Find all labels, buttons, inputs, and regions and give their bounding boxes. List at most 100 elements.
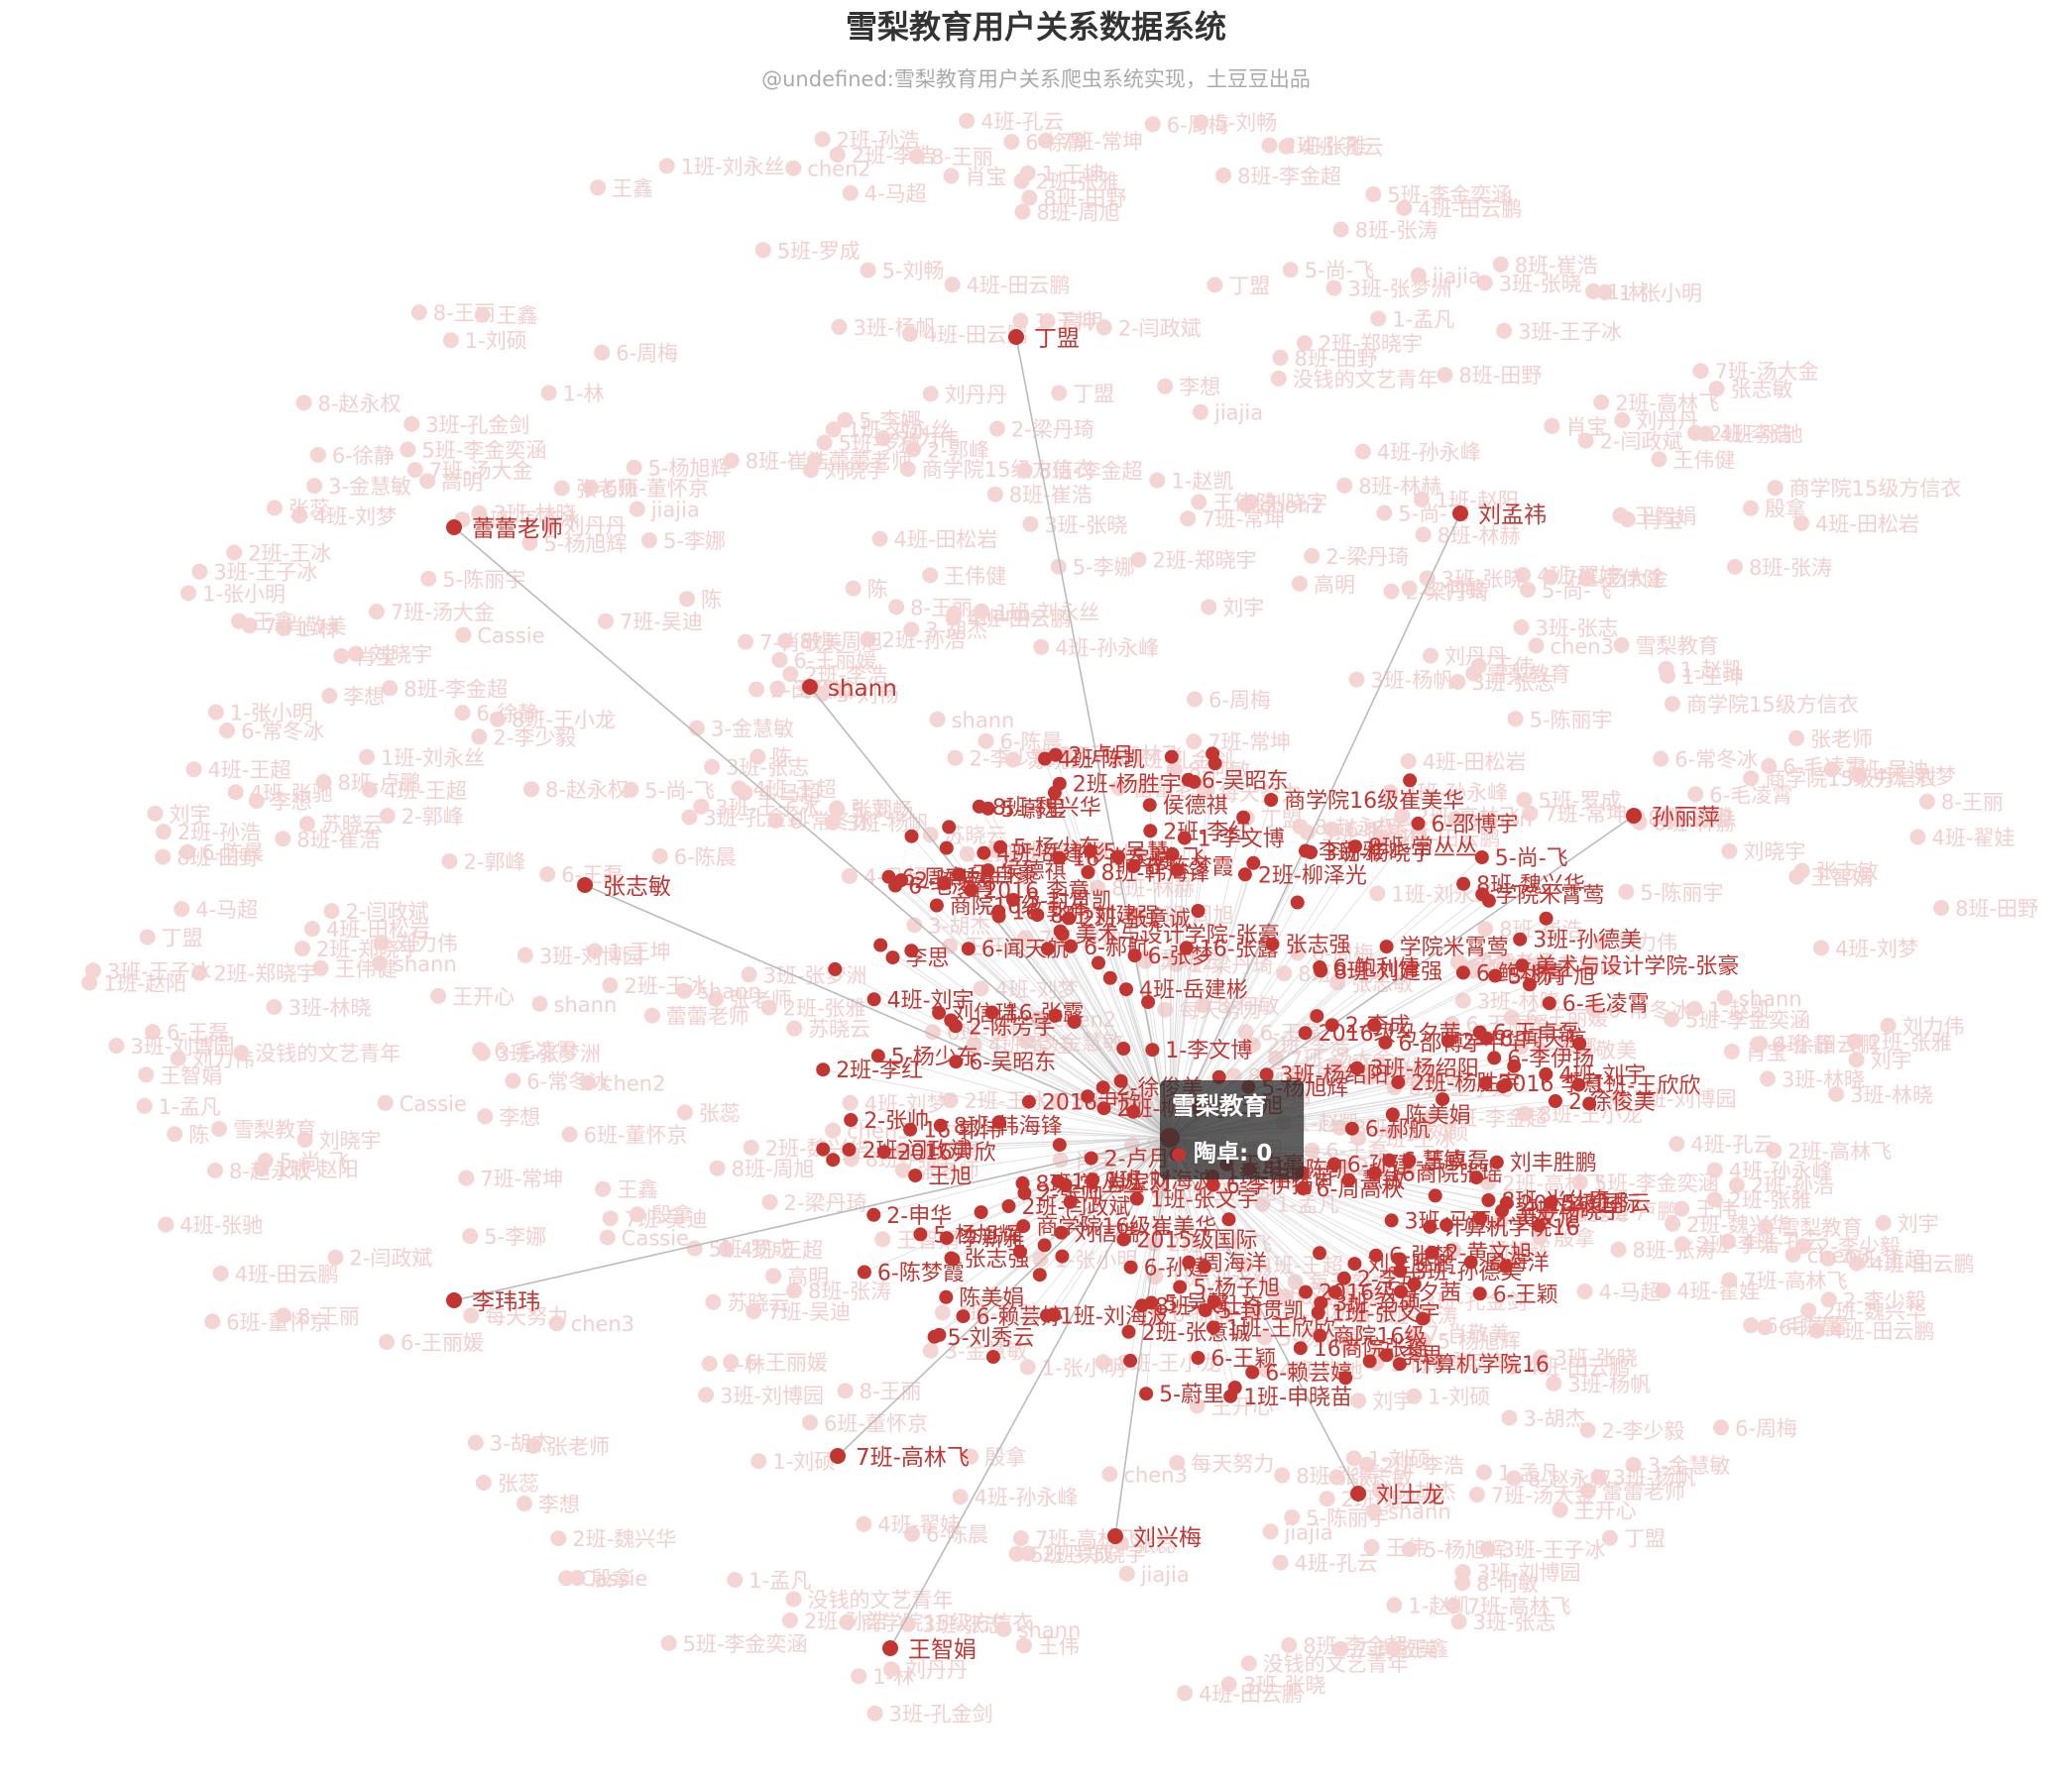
graph-node[interactable] <box>1096 1101 1111 1116</box>
graph-node[interactable] <box>866 992 881 1007</box>
graph-node[interactable] <box>1187 774 1202 789</box>
graph-node[interactable] <box>991 909 1006 924</box>
graph-node[interactable] <box>1246 855 1261 870</box>
graph-node[interactable] <box>1487 1051 1502 1065</box>
graph-node[interactable] <box>1382 1153 1397 1168</box>
graph-node[interactable] <box>857 1265 871 1280</box>
graph-node[interactable] <box>1313 1246 1326 1261</box>
graph-node[interactable] <box>873 938 888 952</box>
graph-node[interactable] <box>1016 1219 1031 1234</box>
graph-node[interactable] <box>1379 1348 1394 1363</box>
graph-node[interactable] <box>1425 1245 1439 1260</box>
graph-node[interactable] <box>1264 793 1279 807</box>
graph-node[interactable] <box>1304 845 1318 859</box>
graph-node[interactable] <box>1495 1203 1509 1218</box>
graph-node[interactable] <box>1367 1166 1382 1180</box>
graph-node[interactable] <box>984 1005 999 1020</box>
graph-node[interactable] <box>1324 1018 1339 1033</box>
graph-node[interactable] <box>1416 1311 1431 1326</box>
graph-node[interactable] <box>1472 1025 1487 1040</box>
graph-node[interactable] <box>1179 941 1194 955</box>
graph-node[interactable] <box>1402 1153 1417 1168</box>
featured-node[interactable] <box>577 877 593 893</box>
graph-node[interactable] <box>1129 1191 1144 1206</box>
graph-node[interactable] <box>1515 958 1530 973</box>
graph-node[interactable] <box>1245 1365 1260 1380</box>
graph-node[interactable] <box>1061 911 1076 926</box>
graph-node[interactable] <box>1052 1138 1067 1153</box>
graph-node[interactable] <box>1379 940 1394 954</box>
graph-node[interactable] <box>866 1207 881 1222</box>
graph-node[interactable] <box>956 1309 971 1324</box>
graph-node[interactable] <box>816 1142 831 1157</box>
graph-node[interactable] <box>1532 1218 1547 1233</box>
graph-node[interactable] <box>1191 1351 1206 1365</box>
graph-node[interactable] <box>933 1118 948 1133</box>
graph-node[interactable] <box>939 1289 954 1304</box>
graph-node[interactable] <box>1206 1320 1220 1335</box>
graph-node[interactable] <box>1488 968 1503 983</box>
graph-node[interactable] <box>1542 996 1556 1011</box>
graph-node[interactable] <box>1362 1354 1377 1369</box>
graph-node[interactable] <box>1439 1218 1454 1233</box>
graph-node[interactable] <box>980 863 995 878</box>
graph-node[interactable] <box>1145 1043 1160 1058</box>
featured-node[interactable] <box>446 519 462 535</box>
graph-node[interactable] <box>1369 1248 1383 1263</box>
graph-node[interactable] <box>1081 865 1095 879</box>
graph-node[interactable] <box>1053 924 1068 939</box>
graph-node[interactable] <box>1344 1121 1359 1136</box>
graph-node[interactable] <box>974 1205 988 1220</box>
featured-node[interactable] <box>882 1640 898 1656</box>
graph-node[interactable] <box>1063 1194 1078 1209</box>
graph-node[interactable] <box>1006 892 1020 907</box>
graph-node[interactable] <box>1177 831 1192 845</box>
graph-node[interactable] <box>939 1231 954 1246</box>
graph-node[interactable] <box>1206 1177 1220 1192</box>
graph-node[interactable] <box>1126 1104 1141 1119</box>
graph-node[interactable] <box>964 883 978 898</box>
graph-node[interactable] <box>1048 1008 1063 1023</box>
graph-node[interactable] <box>913 1227 928 1242</box>
graph-node[interactable] <box>870 1049 885 1063</box>
graph-node[interactable] <box>944 1013 959 1028</box>
graph-node[interactable] <box>1327 1284 1342 1299</box>
graph-node[interactable] <box>1119 982 1133 997</box>
graph-node[interactable] <box>1392 1357 1407 1372</box>
graph-node[interactable] <box>1571 1077 1586 1092</box>
graph-node[interactable] <box>1165 846 1180 861</box>
graph-node[interactable] <box>1040 942 1055 956</box>
graph-node[interactable] <box>1123 1353 1138 1368</box>
graph-node[interactable] <box>1499 1259 1513 1274</box>
graph-node[interactable] <box>1095 1080 1110 1095</box>
featured-node[interactable] <box>802 679 818 695</box>
graph-node[interactable] <box>1481 893 1496 908</box>
graph-node[interactable] <box>1123 1260 1138 1275</box>
graph-node[interactable] <box>1347 1257 1362 1272</box>
graph-node[interactable] <box>1496 1079 1511 1094</box>
graph-node[interactable] <box>1436 1092 1450 1107</box>
featured-node[interactable] <box>830 1448 846 1464</box>
graph-node[interactable] <box>1067 1015 1082 1029</box>
graph-node[interactable] <box>1472 1286 1487 1301</box>
graph-node[interactable] <box>828 961 843 976</box>
graph-node[interactable] <box>1111 849 1126 864</box>
graph-node[interactable] <box>952 867 966 882</box>
graph-node[interactable] <box>1017 1185 1032 1200</box>
graph-node[interactable] <box>937 876 952 891</box>
graph-node[interactable] <box>1428 1188 1442 1203</box>
graph-node[interactable] <box>1298 1026 1313 1041</box>
graph-node[interactable] <box>908 1169 923 1183</box>
graph-node[interactable] <box>977 845 991 860</box>
graph-node[interactable] <box>904 829 919 843</box>
graph-node[interactable] <box>885 950 900 965</box>
graph-node[interactable] <box>991 1115 1006 1130</box>
graph-node[interactable] <box>1310 1009 1324 1024</box>
graph-node[interactable] <box>1338 1371 1353 1386</box>
graph-node[interactable] <box>1313 960 1327 974</box>
graph-node[interactable] <box>932 1005 947 1020</box>
graph-node[interactable] <box>1198 1259 1211 1274</box>
graph-node[interactable] <box>1047 785 1062 800</box>
graph-node[interactable] <box>1001 1199 1016 1213</box>
